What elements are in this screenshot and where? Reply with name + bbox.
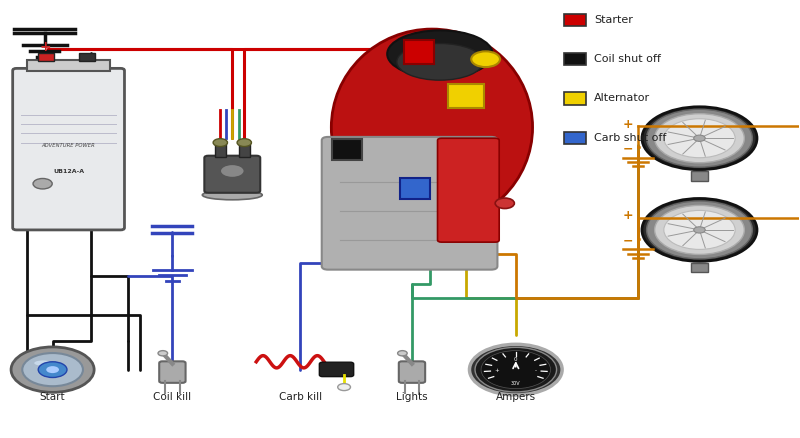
Bar bbox=[564, 53, 586, 65]
Bar bbox=[332, 139, 362, 160]
Text: Starter: Starter bbox=[594, 15, 633, 25]
Circle shape bbox=[470, 344, 562, 395]
Text: Lights: Lights bbox=[396, 392, 428, 402]
Bar bbox=[691, 171, 708, 180]
Bar bbox=[564, 92, 586, 105]
Text: Coil shut off: Coil shut off bbox=[594, 54, 661, 64]
Ellipse shape bbox=[202, 190, 262, 200]
Bar bbox=[400, 178, 430, 199]
Ellipse shape bbox=[387, 30, 493, 78]
Circle shape bbox=[398, 351, 407, 356]
Text: Poweredge
Library.com: Poweredge Library.com bbox=[13, 115, 23, 152]
Bar bbox=[564, 14, 586, 26]
Bar bbox=[564, 132, 586, 144]
Circle shape bbox=[694, 135, 706, 141]
Text: 30V: 30V bbox=[511, 381, 521, 386]
Circle shape bbox=[220, 164, 244, 177]
Ellipse shape bbox=[331, 29, 533, 226]
Circle shape bbox=[38, 362, 67, 378]
Circle shape bbox=[646, 201, 752, 259]
Bar bbox=[27, 60, 110, 71]
Circle shape bbox=[237, 139, 251, 147]
Circle shape bbox=[158, 351, 168, 356]
Circle shape bbox=[654, 114, 744, 163]
Text: UB12A-A: UB12A-A bbox=[53, 169, 84, 173]
Circle shape bbox=[338, 384, 350, 391]
Text: Alternator: Alternator bbox=[594, 93, 650, 103]
Ellipse shape bbox=[34, 360, 52, 366]
Bar bbox=[691, 263, 708, 272]
Text: +: + bbox=[494, 368, 498, 373]
FancyBboxPatch shape bbox=[322, 137, 498, 270]
Bar bbox=[214, 143, 226, 157]
Bar bbox=[38, 53, 54, 61]
Text: +: + bbox=[40, 40, 51, 54]
Circle shape bbox=[646, 110, 752, 167]
Circle shape bbox=[475, 347, 557, 392]
Text: Coil kill: Coil kill bbox=[154, 392, 191, 402]
FancyBboxPatch shape bbox=[13, 68, 125, 230]
Circle shape bbox=[11, 347, 94, 392]
Text: Carb shut off: Carb shut off bbox=[594, 133, 666, 143]
FancyBboxPatch shape bbox=[204, 155, 260, 193]
Text: Ampers: Ampers bbox=[496, 392, 536, 402]
Text: +: + bbox=[623, 117, 634, 131]
Bar bbox=[448, 84, 484, 108]
Text: −: − bbox=[623, 143, 634, 156]
Text: ADVENTURE POWER: ADVENTURE POWER bbox=[42, 144, 95, 148]
Bar bbox=[79, 53, 95, 61]
Circle shape bbox=[664, 210, 735, 249]
Text: 0: 0 bbox=[514, 357, 518, 362]
Text: -: - bbox=[534, 368, 536, 373]
FancyBboxPatch shape bbox=[399, 361, 425, 383]
Circle shape bbox=[471, 51, 500, 67]
Circle shape bbox=[33, 178, 52, 189]
Circle shape bbox=[654, 205, 744, 254]
Circle shape bbox=[694, 227, 706, 233]
Ellipse shape bbox=[397, 43, 483, 80]
Circle shape bbox=[481, 351, 550, 389]
Circle shape bbox=[46, 366, 59, 373]
FancyBboxPatch shape bbox=[438, 138, 499, 242]
Circle shape bbox=[642, 198, 757, 261]
Circle shape bbox=[664, 119, 735, 158]
Circle shape bbox=[213, 139, 227, 147]
Text: Start: Start bbox=[40, 392, 66, 402]
Text: +: + bbox=[623, 209, 634, 222]
Circle shape bbox=[495, 198, 514, 208]
Circle shape bbox=[642, 107, 757, 170]
Text: Carb kill: Carb kill bbox=[278, 392, 322, 402]
Circle shape bbox=[22, 353, 83, 386]
FancyBboxPatch shape bbox=[319, 362, 354, 377]
Bar bbox=[404, 40, 434, 64]
Bar bbox=[238, 143, 250, 157]
FancyBboxPatch shape bbox=[159, 361, 186, 383]
Text: −: − bbox=[623, 234, 634, 247]
